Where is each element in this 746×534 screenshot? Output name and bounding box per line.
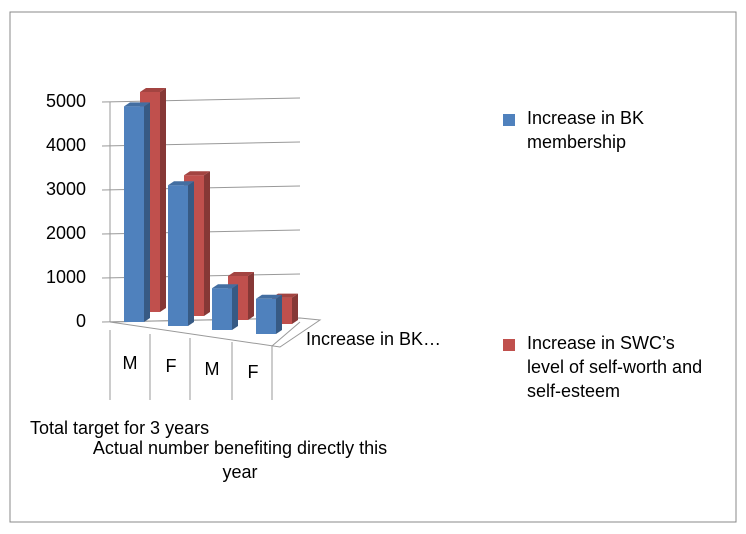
bar-side <box>292 293 298 324</box>
legend-swatch <box>503 339 515 351</box>
bar-top <box>124 102 150 107</box>
bar-top <box>228 272 254 276</box>
bar-front <box>124 106 144 323</box>
bar <box>124 102 150 323</box>
bar-front <box>168 185 188 326</box>
bar-side <box>204 171 210 316</box>
bar-front <box>256 298 276 334</box>
category-group-label: Actual number benefiting directly this y… <box>92 438 388 482</box>
y-tick-label: 4000 <box>46 135 86 155</box>
bar-top <box>184 171 210 176</box>
x-tick-label: M <box>123 353 138 373</box>
bar-side <box>232 284 238 330</box>
bar-side <box>188 181 194 326</box>
y-tick-label: 2000 <box>46 223 86 243</box>
y-tick-label: 5000 <box>46 91 86 111</box>
category-divider <box>271 321 301 347</box>
grid-line <box>101 97 301 103</box>
bar-top <box>140 88 166 92</box>
bar <box>256 294 282 334</box>
y-tick-label: 3000 <box>46 179 86 199</box>
bar <box>212 284 238 330</box>
bar-side <box>144 102 150 323</box>
legend-label: Increase in SWC’s level of self-worth an… <box>527 333 703 401</box>
x-tick-label: M <box>205 359 220 379</box>
depth-axis-label: Increase in BK… <box>306 329 442 349</box>
bar <box>168 181 194 326</box>
category-group-label: Total target for 3 years <box>30 418 210 438</box>
y-tick-label: 1000 <box>46 267 86 287</box>
bar-top <box>256 294 282 299</box>
bar-side <box>248 272 254 320</box>
bar-front <box>212 288 232 330</box>
x-tick-label: F <box>248 362 259 382</box>
x-tick-label: F <box>166 356 177 376</box>
legend-label: Increase in BK membership <box>527 108 645 152</box>
bar-side <box>160 88 166 312</box>
y-tick-label: 0 <box>76 311 86 331</box>
bar-top <box>168 181 194 186</box>
legend-swatch <box>503 114 515 126</box>
bar-top <box>212 284 238 289</box>
bar-side <box>276 294 282 334</box>
